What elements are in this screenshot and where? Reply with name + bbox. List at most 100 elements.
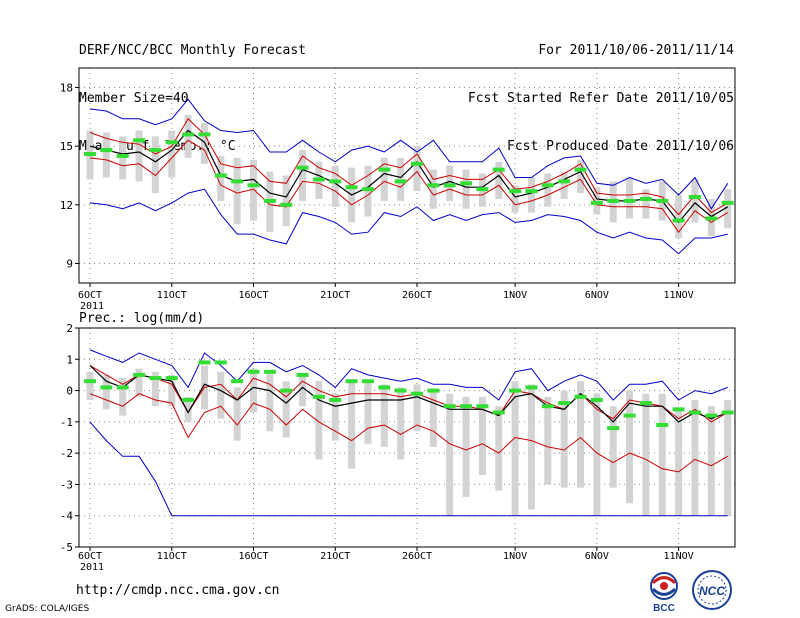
obs-mark	[198, 360, 211, 365]
obs-mark	[460, 404, 473, 409]
obs-mark	[214, 173, 227, 178]
grads-credit: GrADS: COLA/IGES	[5, 604, 90, 614]
ensemble-range-box	[233, 157, 241, 225]
obs-mark	[100, 148, 113, 153]
member-size-label: Member Size=40	[79, 91, 189, 106]
bcc-logo-icon: BCC	[650, 572, 678, 614]
ensemble-range-box	[299, 150, 307, 201]
fcst-produced-date: Fcst Produced Date 2011/10/06	[507, 139, 734, 154]
x-tick-label: 6OCT	[78, 551, 102, 562]
obs-mark	[133, 372, 146, 377]
ensemble-range-box	[675, 409, 683, 516]
x-tick-label: 11OCT	[157, 290, 187, 301]
obs-mark	[623, 198, 636, 203]
ensemble-range-box	[609, 406, 617, 488]
obs-mark	[443, 183, 456, 188]
obs-mark	[231, 179, 244, 184]
obs-mark	[492, 167, 505, 172]
obs-mark	[639, 401, 652, 406]
x-tick-label: 1NOV	[503, 290, 527, 301]
obs-mark	[721, 410, 734, 415]
y-tick-label: 12	[60, 199, 73, 212]
ncc-logo-text: NCC	[699, 584, 725, 598]
ensemble-range-box	[707, 406, 715, 516]
plot-frame	[78, 327, 736, 548]
x-tick-label: 26OCT	[402, 551, 432, 562]
obs-mark	[182, 132, 195, 137]
obs-mark	[84, 152, 96, 156]
obs-mark	[623, 413, 636, 418]
ensemble-range-box	[217, 155, 225, 201]
ensemble-range-box	[429, 390, 437, 447]
ensemble-range-box	[413, 384, 421, 432]
ensemble-range-box	[593, 393, 601, 516]
obs-mark	[361, 379, 374, 384]
obs-mark	[263, 369, 276, 374]
obs-mark	[296, 165, 309, 170]
y-tick-label: -2	[60, 447, 73, 460]
x-tick-label: 16OCT	[238, 290, 268, 301]
obs-mark	[590, 200, 603, 205]
y-tick-label: 9	[66, 257, 73, 270]
obs-mark	[361, 187, 374, 192]
ensemble-range-box	[577, 381, 584, 488]
obs-mark	[672, 218, 685, 223]
obs-mark	[721, 200, 734, 205]
series-line-upper	[89, 118, 728, 216]
obs-mark	[247, 369, 260, 374]
obs-mark	[688, 410, 701, 415]
bcc-logo-text: BCC	[653, 603, 675, 614]
obs-mark	[182, 397, 195, 402]
x-tick-label: 11OCT	[157, 551, 187, 562]
ensemble-range-box	[429, 169, 437, 209]
ensemble-range-box	[724, 189, 732, 229]
chart-source-title: DERF/NCC/BCC Monthly Forecast	[79, 43, 306, 58]
ensemble-range-box	[691, 399, 699, 516]
ensemble-range-box	[282, 381, 290, 438]
obs-mark	[165, 376, 178, 381]
obs-mark	[149, 148, 162, 153]
series-line-min	[89, 421, 728, 517]
ensemble-range-box	[331, 165, 339, 207]
obs-mark	[574, 167, 587, 172]
x-year-label: 2011	[80, 562, 104, 573]
series-line-mean	[89, 129, 729, 224]
series-line-mean	[89, 365, 728, 423]
obs-mark	[165, 140, 178, 145]
y-tick-label: -4	[60, 510, 74, 523]
x-tick-label: 11NOV	[664, 551, 694, 562]
ensemble-range-box	[266, 371, 274, 432]
obs-mark	[558, 179, 571, 184]
ensemble-range-box	[544, 396, 552, 485]
ensemble-range-box	[478, 396, 486, 476]
ensemble-range-box	[397, 387, 405, 460]
source-url[interactable]: http://cmdp.ncc.cma.gov.cn	[76, 583, 280, 598]
ensemble-range-box	[184, 396, 192, 422]
ensemble-range-box	[380, 157, 388, 201]
obs-mark	[296, 372, 309, 377]
y-tick-label: 18	[60, 82, 73, 95]
ensemble-range-box	[658, 393, 666, 516]
fcst-start-date: Fcst Started Refer Date 2011/10/05	[467, 91, 734, 106]
ensemble-range-box	[642, 189, 650, 219]
ensemble-range-box	[217, 371, 225, 419]
series-line-max	[89, 349, 728, 401]
plot-frame	[78, 67, 736, 284]
obs-mark	[639, 196, 652, 201]
series-line-upper	[89, 365, 728, 423]
obs-mark	[378, 167, 391, 172]
obs-mark	[427, 183, 440, 188]
ensemble-range-box	[102, 374, 110, 410]
obs-mark	[214, 360, 227, 365]
obs-mark	[329, 397, 342, 402]
ensemble-range-box	[560, 171, 568, 199]
obs-mark	[312, 177, 325, 182]
ensemble-range-box	[135, 368, 143, 397]
series-line-lower	[89, 393, 728, 473]
obs-mark	[672, 407, 685, 412]
ensemble-range-box	[331, 393, 339, 441]
ensemble-range-box	[675, 195, 683, 239]
ensemble-range-box	[380, 384, 388, 447]
series-line-min	[89, 188, 728, 255]
